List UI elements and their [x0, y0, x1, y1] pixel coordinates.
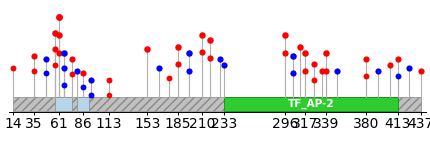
Point [289, 55, 296, 58]
Point [175, 46, 181, 48]
Point [61, 52, 68, 54]
Point [297, 46, 304, 48]
Point [52, 31, 58, 34]
Point [418, 69, 424, 72]
Point [79, 72, 86, 74]
Point [74, 69, 80, 72]
Bar [55, 97, 72, 111]
Point [199, 34, 206, 36]
Point [52, 48, 58, 51]
Bar [224, 97, 398, 111]
Point [206, 38, 213, 41]
Point [206, 56, 213, 59]
Point [406, 67, 413, 70]
Point [216, 58, 223, 60]
Point [69, 73, 76, 76]
Point [155, 67, 162, 70]
Point [394, 74, 401, 77]
Point [175, 62, 181, 65]
Bar [13, 97, 421, 111]
Point [282, 52, 289, 54]
Point [221, 63, 228, 66]
Point [185, 69, 192, 72]
Point [323, 52, 330, 54]
Text: TF_AP-2: TF_AP-2 [288, 99, 335, 109]
Point [55, 16, 62, 18]
Point [30, 55, 37, 58]
Point [375, 69, 382, 72]
Point [43, 58, 49, 60]
Point [282, 34, 289, 36]
Bar [77, 97, 89, 111]
Point [88, 93, 95, 96]
Point [199, 50, 206, 53]
Point [334, 69, 341, 72]
Point [323, 69, 330, 72]
Point [43, 72, 49, 74]
Point [302, 52, 309, 54]
Point [318, 69, 325, 72]
Point [185, 52, 192, 54]
Point [105, 79, 112, 82]
Point [55, 34, 62, 36]
Point [394, 58, 401, 60]
Point [144, 48, 151, 51]
Point [362, 58, 369, 60]
Point [310, 62, 317, 65]
Point [310, 79, 317, 82]
Point [88, 79, 95, 82]
Point [302, 69, 309, 72]
Point [289, 72, 296, 74]
Point [387, 63, 393, 66]
Point [61, 84, 68, 86]
Point [10, 67, 17, 70]
Point [165, 77, 172, 79]
Point [69, 58, 76, 60]
Point [79, 86, 86, 89]
Point [362, 74, 369, 77]
Point [52, 63, 58, 66]
Point [55, 52, 62, 54]
Point [61, 67, 68, 70]
Point [30, 69, 37, 72]
Point [105, 93, 112, 96]
